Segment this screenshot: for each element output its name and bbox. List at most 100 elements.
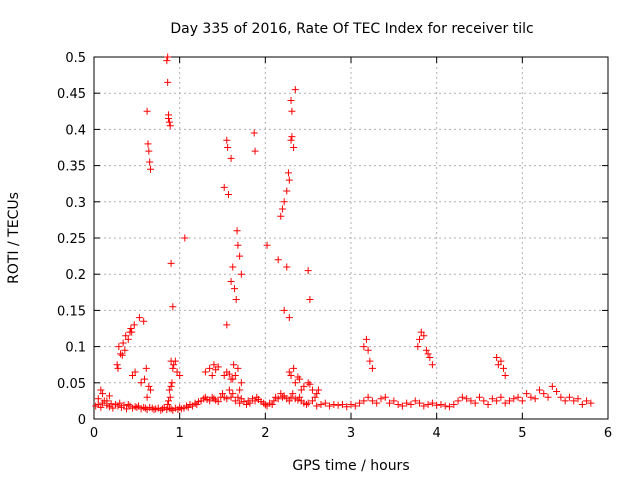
data-point [287,372,295,380]
data-point [561,397,569,405]
grid-lines [94,57,608,419]
data-point [338,401,346,409]
y-tick-label: 0.05 [57,377,86,392]
data-point [223,395,231,403]
data-point [306,380,314,388]
y-tick-label: 0.25 [57,232,86,247]
data-point [164,78,172,86]
data-point [289,390,297,398]
data-point [236,252,244,260]
data-point [234,393,242,401]
x-tick-labels: 0 1 2 3 4 5 6 [90,426,612,441]
y-tick-labels: 0 0.05 0.1 0.15 0.2 0.25 0.3 0.35 0.4 0.45 0.5 [57,51,86,428]
data-point [548,382,556,390]
data-point [127,325,135,332]
x-tick-label: 5 [518,426,526,441]
data-point [416,399,424,407]
data-point [297,386,305,394]
data-point [133,403,141,411]
data-point [285,314,293,322]
data-point [225,370,233,378]
data-point [373,399,381,407]
data-point [99,390,107,398]
data-point [364,346,372,354]
y-axis-label: ROTI / TECUs [6,192,22,284]
data-point [287,96,295,104]
data-point [142,364,150,372]
data-point [157,406,165,414]
data-point [214,363,222,371]
data-point [574,395,582,403]
data-point [578,401,586,409]
data-point [109,404,117,412]
data-point [343,403,351,411]
data-point [143,107,151,115]
data-point [364,393,372,401]
data-point [386,399,394,407]
data-point [411,397,419,405]
data-point [181,234,189,242]
data-point [420,402,428,410]
data-point [147,386,155,394]
data-point [437,401,445,409]
data-point [234,364,242,372]
data-point [107,400,115,408]
y-tick-label: 0.45 [57,87,86,102]
data-point [260,399,268,407]
data-point [145,147,153,155]
data-point [176,403,184,411]
data-point [170,361,178,369]
y-tick-label: 0.35 [57,160,86,175]
data-point [278,205,286,213]
data-point [381,393,389,401]
data-point [237,270,245,278]
data-point [285,397,293,405]
data-point [230,361,238,369]
data-point [97,403,105,411]
data-point [294,396,302,404]
data-point [565,393,573,401]
data-point [290,144,298,151]
data-point [277,212,285,220]
data-point [499,364,507,372]
data-point [145,382,153,390]
data-point [488,395,496,403]
data-point [326,402,334,410]
y-tick-label: 0.3 [65,196,86,211]
data-point [164,401,172,409]
data-point [424,350,432,358]
data-point [246,399,254,407]
data-point [165,386,173,394]
data-point [308,397,316,405]
data-point [463,395,471,403]
data-point [362,335,370,343]
data-point [118,351,126,359]
data-point [166,393,174,401]
data-point [126,328,134,336]
data-point [147,165,155,173]
data-point [165,397,173,405]
data-point [501,372,509,380]
data-point [311,393,319,401]
data-point [146,158,154,166]
data-point [140,317,148,325]
data-point [105,403,113,411]
chart-title: Day 335 of 2016, Rate Of TEC Index for r… [170,21,533,37]
data-point [510,395,518,403]
data-point [263,241,271,249]
data-point [285,368,293,376]
data-point [270,397,278,405]
x-tick-label: 0 [90,426,98,441]
data-point [283,187,291,195]
data-point [173,368,181,376]
data-point [233,227,241,235]
data-point [250,129,258,137]
data-point [428,399,436,407]
y-tick-label: 0.1 [65,341,86,356]
data-point [103,397,111,405]
data-point [471,399,479,407]
data-point [278,393,286,401]
y-tick-label: 0.2 [65,268,86,283]
data-point [330,401,338,409]
data-point [200,395,208,403]
